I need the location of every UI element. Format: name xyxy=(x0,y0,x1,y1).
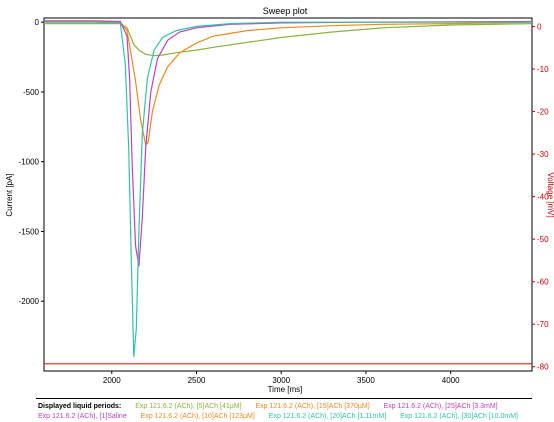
legend-row-1: Displayed liquid periods: Exp 121.6.2 (A… xyxy=(38,402,510,411)
plot-area-frame xyxy=(43,17,533,372)
series-line xyxy=(44,20,533,147)
y2-tick-label: -20 xyxy=(537,108,549,117)
legend-item: Exp 121.6.2 (ACh), [15]ACh [370µM] xyxy=(255,403,370,410)
y2-tick-label: -70 xyxy=(537,320,549,329)
x-tick-label: 2000 xyxy=(103,376,121,385)
legend-item: Exp 121.6.2 (ACh), [10]ACh [123µM] xyxy=(140,413,255,420)
legend-item: Exp 121.6.2 (ACh), [5]ACh [41µM] xyxy=(135,403,242,410)
y2-tick-label: -50 xyxy=(537,235,549,244)
left-axis-ticks: 0 -500 -1000 -1500 -2000 xyxy=(19,18,44,306)
y-tick-label: -1500 xyxy=(19,227,40,236)
y-tick-label: -1000 xyxy=(19,158,40,167)
y2-tick-label: 0 xyxy=(537,23,542,32)
right-axis-ticks: 0 -10 -20 -30 -40 -50 -60 -70 -80 xyxy=(532,23,549,372)
y2-tick-label: -30 xyxy=(537,150,549,159)
legend-item: Exp 121.6.2 (ACh), [1]Saline xyxy=(38,413,127,420)
x-tick-label: 2500 xyxy=(188,376,206,385)
y-axis-label: Current [pA] xyxy=(5,173,14,216)
legend: Displayed liquid periods: Exp 121.6.2 (A… xyxy=(36,398,532,422)
y2-tick-label: -10 xyxy=(537,65,549,74)
series-layer xyxy=(44,20,533,365)
x-axis-ticks: 2000 2500 3000 3500 4000 xyxy=(103,371,460,385)
legend-item: Exp 121.6.2 (ACh), [20]ACh [1.11mM] xyxy=(268,413,387,420)
legend-item: Exp 121.6.2 (ACh), [30]ACh [10.0mM] xyxy=(400,413,518,420)
y-tick-label: 0 xyxy=(35,18,40,27)
y2-tick-label: -60 xyxy=(537,278,549,287)
legend-heading: Displayed liquid periods: xyxy=(38,403,122,410)
series-line xyxy=(44,20,533,267)
y-tick-label: -2000 xyxy=(19,297,40,306)
legend-item: Exp 121.6.2 (ACh), [25]ACh [3.3mM] xyxy=(383,403,498,410)
series-line xyxy=(44,21,532,358)
y2-tick-label: -80 xyxy=(537,363,549,372)
x-tick-label: 3000 xyxy=(272,376,290,385)
series-line xyxy=(44,23,533,57)
x-tick-label: 4000 xyxy=(442,376,460,385)
y2-axis-label: Voltage [mV] xyxy=(546,172,554,217)
chart-title: Sweep plot xyxy=(263,6,308,16)
x-axis-label: Time [ms] xyxy=(268,385,303,394)
x-tick-label: 3500 xyxy=(357,376,375,385)
y2-tick-label: -40 xyxy=(537,193,549,202)
legend-row-2: Exp 121.6.2 (ACh), [1]Saline Exp 121.6.2… xyxy=(38,412,530,421)
y-tick-label: -500 xyxy=(23,88,40,97)
